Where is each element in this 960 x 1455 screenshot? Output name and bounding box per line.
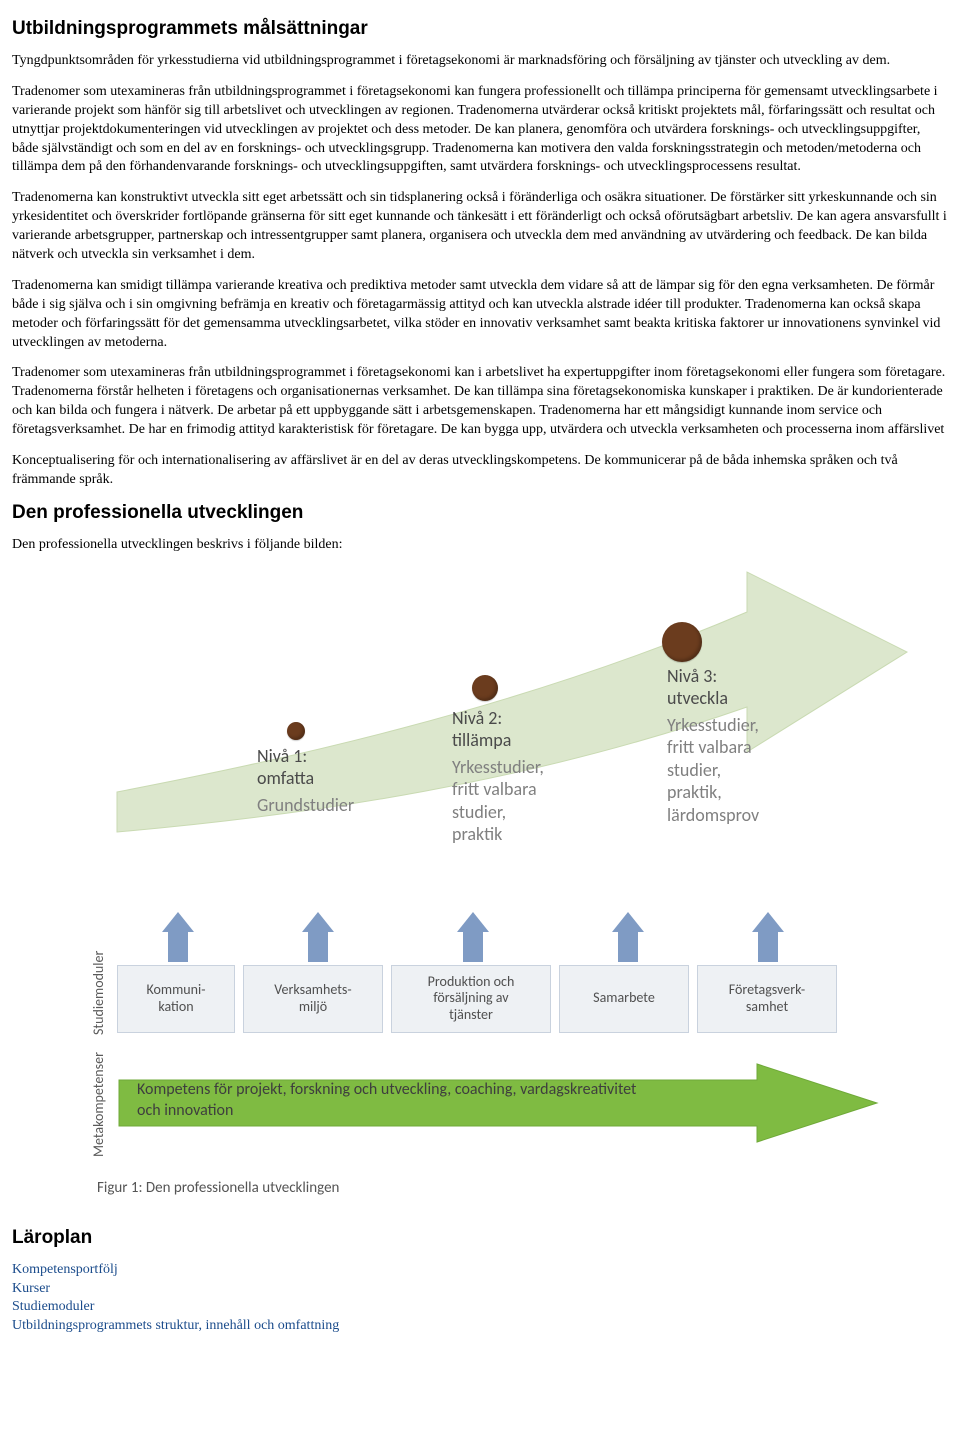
heading-prof-dev: Den professionella utvecklingen <box>12 502 948 524</box>
paragraph: Tradenomer som utexamineras från utbildn… <box>12 83 948 177</box>
level-1-label: Nivå 1: omfatta Grundstudier <box>257 745 354 817</box>
paragraph: Tradenomerna kan smidigt tillämpa varier… <box>12 277 948 353</box>
paragraph: Tradenomerna kan konstruktivt utveckla s… <box>12 189 948 265</box>
meta-arrow-text: Kompetens för projekt, forskning och utv… <box>137 1080 657 1122</box>
level-dot-1 <box>287 722 305 740</box>
figure-caption: Figur 1: Den professionella utvecklingen <box>97 1179 339 1197</box>
level-3-label: Nivå 3: utveckla Yrkesstudier, fritt val… <box>667 665 759 827</box>
heading-curriculum: Läroplan <box>12 1227 948 1249</box>
module-box: Kommuni- kation <box>117 965 235 1033</box>
module-box: Företagsverk- samhet <box>697 965 837 1033</box>
up-arrow-icon <box>612 912 644 962</box>
level-dot-2 <box>472 675 498 701</box>
up-arrow-icon <box>457 912 489 962</box>
prof-dev-diagram: // stroke for big arrow Nivå 1: omfatta … <box>12 567 932 1207</box>
paragraph: Tyngdpunktsområden för yrkesstudierna vi… <box>12 52 948 71</box>
link-studiemoduler[interactable]: Studiemoduler <box>12 1298 948 1317</box>
paragraph: Konceptualisering för och internationali… <box>12 452 948 490</box>
paragraph: Den professionella utvecklingen beskrivs… <box>12 536 948 555</box>
level-2-label: Nivå 2: tillämpa Yrkesstudier, fritt val… <box>452 707 544 846</box>
level-dot-3 <box>662 622 702 662</box>
vlabel-modules: Studiemoduler <box>90 950 107 1034</box>
paragraph: Tradenomer som utexamineras från utbildn… <box>12 364 948 440</box>
up-arrow-icon <box>752 912 784 962</box>
up-arrow-icon <box>302 912 334 962</box>
link-kurser[interactable]: Kurser <box>12 1280 948 1299</box>
link-kompetensportfolj[interactable]: Kompetensportfölj <box>12 1261 948 1280</box>
heading-goals: Utbildningsprogrammets målsättningar <box>12 18 948 40</box>
curriculum-links: Kompetensportfölj Kurser Studiemoduler U… <box>12 1261 948 1337</box>
vlabel-meta: Metakompetenser <box>90 1052 107 1157</box>
up-arrow-icon <box>162 912 194 962</box>
module-box: Verksamhets- miljö <box>243 965 383 1033</box>
module-box: Produktion och försäljning av tjänster <box>391 965 551 1033</box>
module-box: Samarbete <box>559 965 689 1033</box>
link-struktur[interactable]: Utbildningsprogrammets struktur, innehål… <box>12 1317 948 1336</box>
